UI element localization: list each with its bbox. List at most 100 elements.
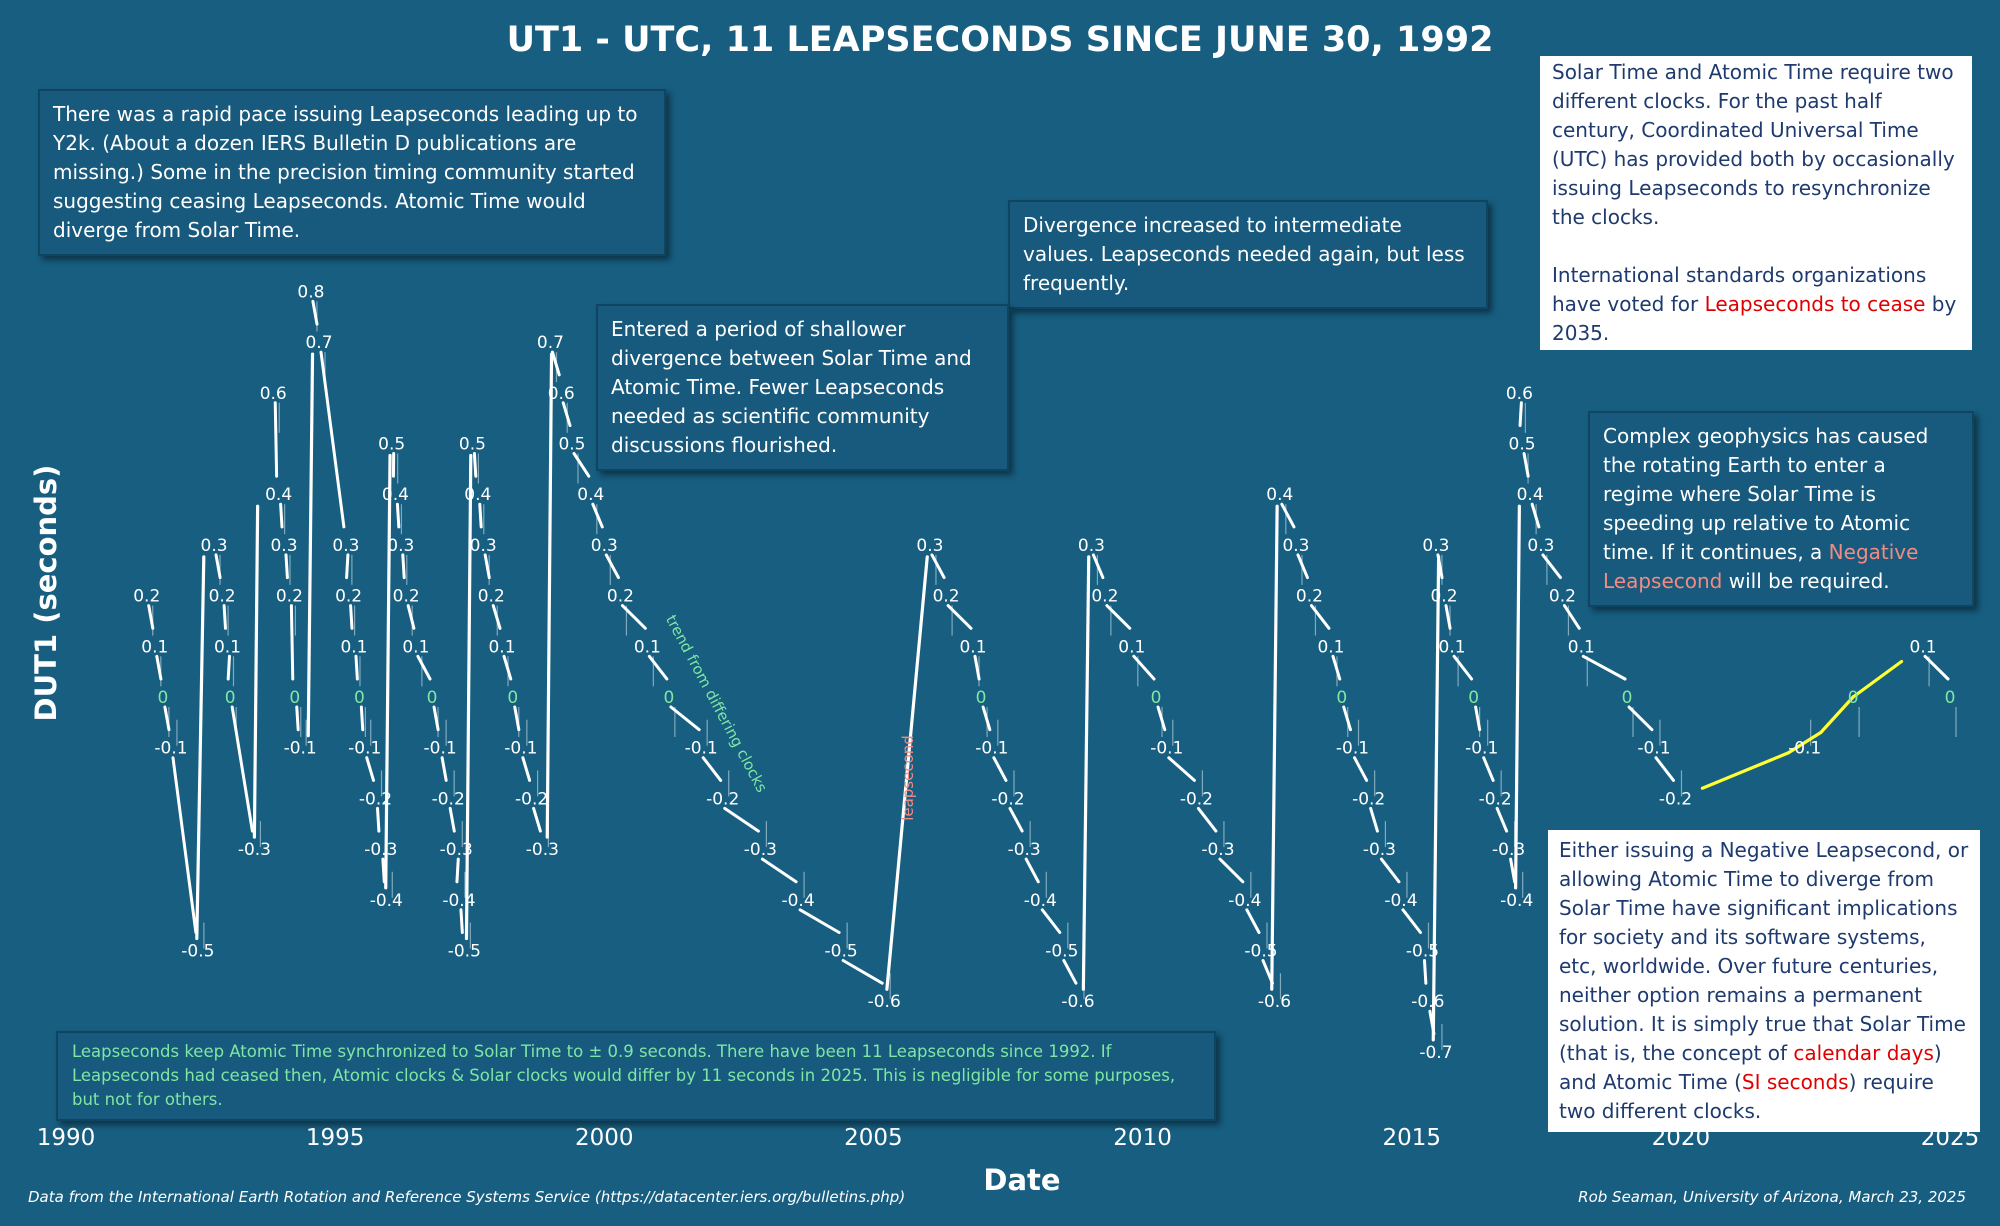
dut1-value-label: -0.4 [781, 891, 814, 911]
drift-line [1196, 806, 1218, 833]
dut1-value-label: -0.1 [284, 739, 317, 759]
dut1-value-label: 0.4 [1517, 485, 1544, 505]
dut1-value-label: 0 [157, 688, 168, 708]
leapsecond-jump [1514, 504, 1521, 890]
drift-line [798, 908, 841, 934]
dut1-value-label: -0.3 [440, 840, 473, 860]
dut1-value-label: 0.3 [332, 536, 359, 556]
drift-line [669, 705, 701, 732]
drift-line [521, 756, 532, 782]
dut1-value-label: -0.1 [348, 739, 381, 759]
drift-line [1482, 756, 1495, 782]
x-tick-label: 1995 [306, 1125, 365, 1151]
dut1-value-label: 0.2 [393, 587, 420, 607]
drift-line [295, 705, 300, 732]
dut1-value-label: 0.2 [478, 587, 505, 607]
dut1-value-label: 0 [427, 688, 438, 708]
drift-line [401, 553, 406, 580]
drift-line [478, 502, 483, 529]
drift-line [1444, 604, 1452, 630]
drift-line [376, 806, 381, 833]
drift-line [1923, 654, 1950, 681]
drift-line [981, 705, 992, 732]
drift-line [1296, 553, 1309, 580]
drift-line [406, 604, 416, 630]
dut1-value-label: 0.1 [402, 637, 429, 657]
dut1-value-label: -0.4 [1500, 891, 1533, 911]
drift-line [349, 604, 354, 630]
drift-line [1509, 857, 1517, 884]
note-shallower-text: Entered a period of shallower divergence… [611, 317, 972, 457]
dut1-value-label: -0.4 [1228, 891, 1261, 911]
dut1-value-label: -0.6 [1061, 992, 1094, 1012]
leapsecond-jump [384, 453, 392, 890]
drift-line [1401, 908, 1422, 934]
dut1-value-label: 0 [1468, 688, 1479, 708]
drift-line [1245, 908, 1261, 934]
dut1-value-label: -0.4 [370, 891, 403, 911]
dut1-value-label: 0.1 [1317, 637, 1344, 657]
y-axis-label: DUT1 (seconds) [29, 465, 63, 722]
drift-line [973, 654, 981, 681]
dut1-value-label: 0.2 [276, 587, 303, 607]
leapsecond-jump [545, 352, 554, 839]
dut1-value-label: 0.6 [260, 384, 287, 404]
dut1-value-label: 0.7 [305, 333, 332, 353]
dut1-value-label: -0.2 [432, 789, 465, 809]
dut1-value-label: 0.4 [382, 485, 409, 505]
drift-line [365, 756, 376, 782]
dut1-value-label: 0.3 [1282, 536, 1309, 556]
note-either-b: ) and Atomic Time ( [1559, 1041, 1942, 1094]
drift-line [214, 553, 222, 580]
dut1-value-label: -0.3 [1363, 840, 1396, 860]
note-two-clocks-p2b: by 2035. [1552, 292, 1957, 345]
drift-line [155, 654, 163, 681]
drift-line [311, 299, 319, 326]
drift-line [230, 705, 254, 833]
dut1-value-label: 0.1 [1439, 637, 1466, 657]
drift-line [502, 654, 513, 681]
dut1-value-label: 0.3 [591, 536, 618, 556]
dut1-value-label: 0.6 [548, 384, 575, 404]
drift-line [1581, 654, 1627, 681]
drift-line [701, 756, 723, 782]
note-geophysics-b: will be required. [1722, 569, 1890, 593]
dut1-value-label: 0.3 [470, 536, 497, 556]
leapsecond-jump [1270, 504, 1279, 991]
dut1-value-label: 0.2 [1091, 587, 1118, 607]
drift-line [513, 705, 521, 732]
drift-line [1522, 452, 1530, 478]
note-sync-text: Leapseconds keep Atomic Time synchronize… [72, 1042, 1176, 1109]
dut1-value-label: -0.1 [504, 739, 537, 759]
drift-line [459, 908, 464, 934]
drift-line [561, 401, 572, 427]
dut1-value-label: 0.3 [1078, 536, 1105, 556]
drift-line [620, 604, 647, 630]
drift-line [226, 654, 231, 681]
drift-line [1280, 502, 1296, 529]
dut1-labels: 0.2 0.1 0 -0.1 -0.5 0.3 0.2 0.1 0 -0.3 0.6 0.4 0.3 0.… [133, 282, 1955, 1063]
drift-line [416, 654, 432, 681]
dut1-value-label: -0.2 [359, 789, 392, 809]
drift-line [273, 401, 279, 478]
dut1-value-label: -0.1 [424, 739, 457, 759]
dut1-value-label: 0.4 [1266, 485, 1293, 505]
dut1-value-label: -0.3 [364, 840, 397, 860]
dut1-value-label: -0.1 [1788, 739, 1821, 759]
leapsecond-jump [1081, 555, 1091, 991]
dut1-value-label: 0.5 [378, 435, 405, 455]
note-either: Either issuing a Negative Leapsecond, or… [1548, 830, 1980, 1132]
dut1-value-label: 0.3 [201, 536, 228, 556]
dut1-value-label: -0.1 [1336, 739, 1369, 759]
dut1-value-label: 0.2 [1296, 587, 1323, 607]
dut1-value-label: 0.7 [537, 333, 564, 353]
dut1-value-label: 0 [289, 688, 300, 708]
dut1-value-label: 0.4 [464, 485, 491, 505]
drift-line [1452, 654, 1474, 681]
dut1-value-label: 0.4 [577, 485, 604, 505]
dut1-value-label: -0.7 [1419, 1043, 1452, 1063]
drift-line [359, 705, 365, 732]
dut1-value-label: 0 [1151, 688, 1162, 708]
drift-line [1654, 756, 1675, 782]
dut1-value-label: 0.1 [634, 637, 661, 657]
